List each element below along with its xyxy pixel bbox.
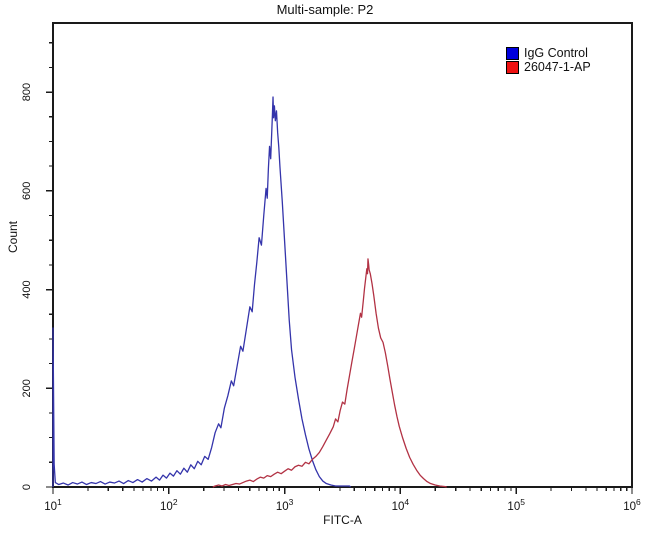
- y-axis-label: Count: [6, 220, 20, 254]
- x-tick-label: 102: [160, 497, 178, 513]
- plot-frame: [52, 22, 633, 488]
- legend-label-igg-control: IgG Control: [524, 46, 588, 60]
- legend: IgG Control 26047-1-AP: [506, 46, 591, 74]
- x-tick-label: 104: [392, 497, 410, 513]
- x-tick-label: 103: [276, 497, 294, 513]
- legend-label-26047-1-ap: 26047-1-AP: [524, 60, 591, 74]
- x-axis-label: FITC-A: [323, 513, 362, 527]
- igg-control-swatch-icon: [506, 46, 519, 60]
- y-tick-label: 400: [21, 280, 33, 298]
- x-tick-label: 106: [623, 497, 641, 513]
- antibody-26047-1-ap-curve: [212, 258, 447, 488]
- x-tick-label: 105: [507, 497, 525, 513]
- antibody-swatch-icon: [506, 60, 519, 74]
- y-tick-label: 0: [21, 484, 33, 490]
- y-tick-label: 800: [21, 83, 33, 101]
- x-tick-label: 101: [44, 497, 62, 513]
- y-tick-label: 600: [21, 182, 33, 200]
- legend-item-26047-1-ap: 26047-1-AP: [506, 60, 591, 74]
- igg-control-curve: [52, 96, 352, 488]
- chart-title: Multi-sample: P2: [276, 2, 374, 17]
- y-tick-label: 200: [21, 379, 33, 397]
- legend-item-igg-control: IgG Control: [506, 46, 591, 60]
